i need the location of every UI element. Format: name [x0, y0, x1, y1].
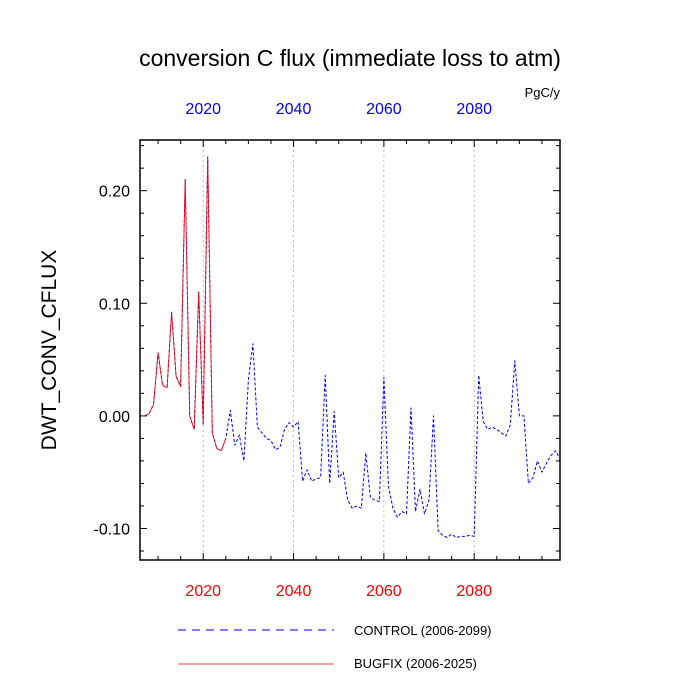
x-tick-label-top: 2040: [276, 101, 312, 118]
x-tick-label-top: 2060: [366, 101, 402, 118]
legend-label-control: CONTROL (2006-2099): [354, 623, 492, 638]
x-tick-label-top: 2020: [185, 101, 221, 118]
chart-title: conversion C flux (immediate loss to atm…: [139, 45, 561, 71]
plot-frame: [139, 139, 561, 561]
x-tick-label-bottom: 2060: [366, 583, 402, 600]
x-tick-label-bottom: 2020: [185, 583, 221, 600]
x-tick-label-bottom: 2040: [276, 583, 312, 600]
legend: CONTROL (2006-2099) BUGFIX (2006-2025): [178, 623, 492, 671]
units-label: PgC/y: [525, 85, 561, 100]
y-tick-label: 0.00: [99, 409, 130, 426]
y-axis-label: DWT_CONV_CFLUX: [38, 250, 61, 451]
series-line-bugfix: [140, 156, 227, 452]
x-tick-label-top: 2080: [456, 101, 492, 118]
y-tick-label: 0.10: [99, 296, 130, 313]
x-tick-label-bottom: 2080: [456, 583, 492, 600]
tick-labels: -0.10 0.00 0.10 0.20 2020 2020 2040 2040 2060 206…: [94, 101, 493, 600]
y-tick-label: 0.20: [99, 184, 130, 201]
series-layer: [140, 156, 561, 538]
grid-lines: [202, 140, 475, 560]
legend-label-bugfix: BUGFIX (2006-2025): [354, 656, 477, 671]
y-tick-label: -0.10: [94, 521, 131, 538]
